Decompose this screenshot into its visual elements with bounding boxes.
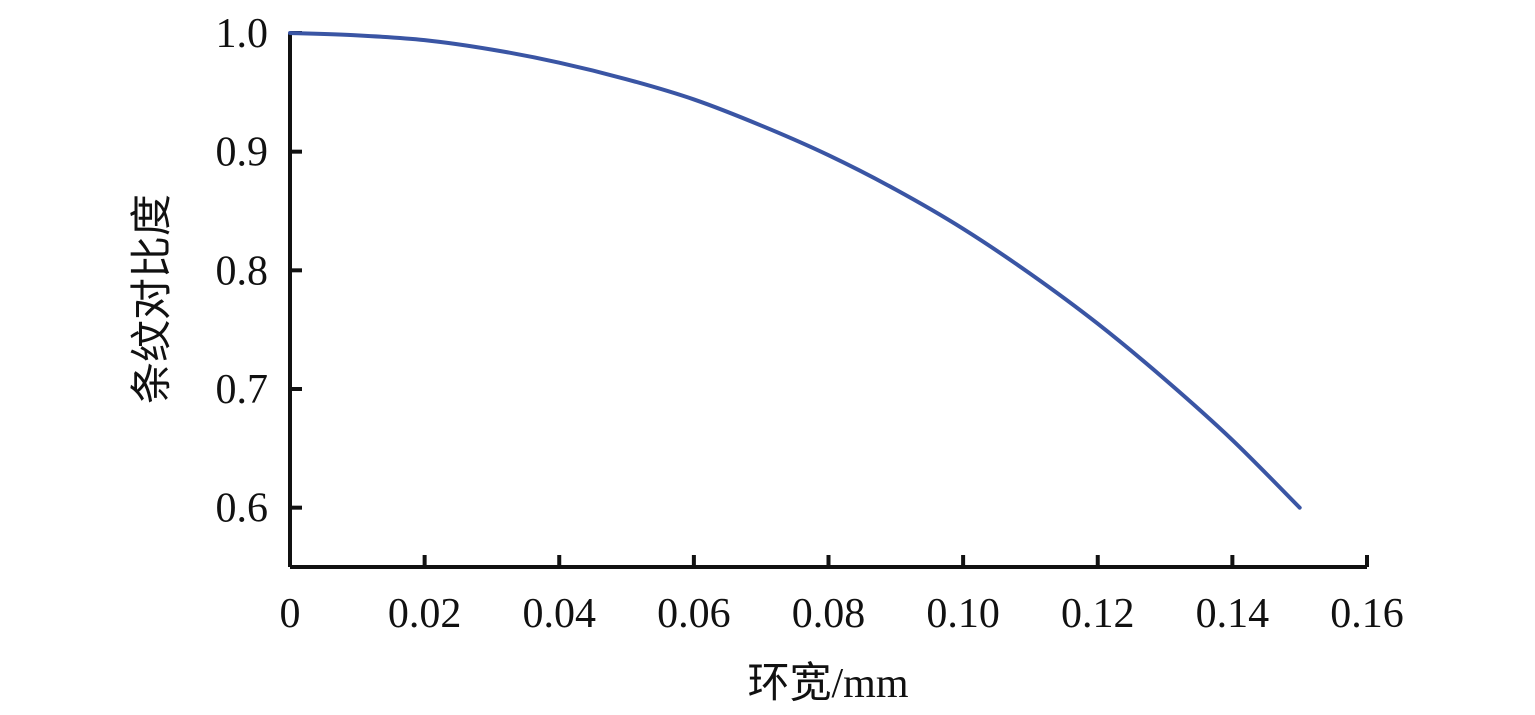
x-tick-label: 0.04: [523, 591, 597, 637]
x-tick-label: 0.14: [1196, 591, 1270, 637]
x-tick-label: 0.06: [657, 591, 731, 637]
y-tick-label: 0.9: [216, 130, 269, 176]
x-tick-label: 0.10: [926, 591, 1000, 637]
y-tick-label: 1.0: [216, 11, 269, 57]
series-layer: [288, 31, 1302, 510]
x-axis-title: 环宽/mm: [747, 660, 908, 707]
x-tick-label: 0.12: [1061, 591, 1135, 637]
series-line: [288, 31, 1302, 510]
x-tick-label: 0: [280, 591, 301, 637]
y-axis-title: 条纹对比度: [130, 194, 176, 404]
y-tick-label: 0.7: [216, 367, 269, 413]
x-tick-label: 0.08: [792, 591, 866, 637]
y-tick-label: 0.6: [216, 486, 269, 532]
ticks-layer: 0 0.02 0.04 0.06 0.08 0.10 0.12 0.14 0.16 0.6 0.7 0…: [216, 11, 1404, 637]
x-tick-label: 0.16: [1330, 591, 1404, 637]
x-tick-label: 0.02: [388, 591, 462, 637]
axes-layer: [288, 33, 1367, 569]
y-tick-label: 0.8: [216, 248, 269, 294]
